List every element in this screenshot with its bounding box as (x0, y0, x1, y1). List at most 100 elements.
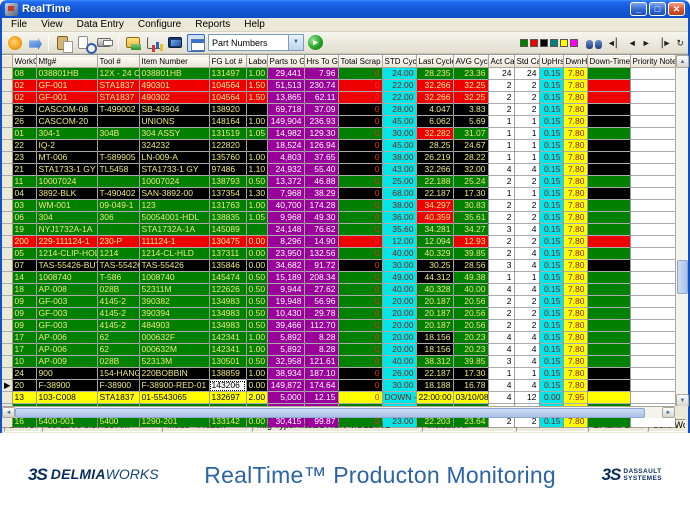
cell-downtime[interactable] (587, 127, 631, 140)
cell-std[interactable]: 68.00 (382, 187, 417, 200)
cell-down[interactable]: 7.95 (563, 391, 588, 404)
row-indicator[interactable] (2, 271, 13, 284)
cell-hrs[interactable]: 230.74 (304, 79, 339, 92)
column-header-item[interactable]: Item Number (139, 55, 210, 68)
clipboard-icon[interactable] (57, 35, 73, 53)
cell-scrap[interactable]: 0 (338, 355, 383, 368)
grid-row[interactable]: 13 103-C008 STA1837 01-5543065 132697 2.00 5,0… (2, 391, 676, 404)
cell-priority[interactable] (630, 247, 676, 260)
cell-parts[interactable]: 29,441 (267, 67, 305, 80)
cell-scrap[interactable]: 0 (338, 319, 383, 332)
cell-parts[interactable]: 32,958 (267, 355, 305, 368)
column-header-workc[interactable]: WorkC (12, 55, 37, 68)
cell-parts[interactable]: 19,948 (267, 295, 305, 308)
cell-stdcav[interactable]: 4 (514, 331, 540, 344)
cell-fglot[interactable]: 143206 (209, 379, 247, 392)
cell-hrs[interactable]: 46.88 (304, 175, 339, 188)
cell-downtime[interactable] (587, 67, 631, 80)
cell-workc[interactable]: 13 (12, 391, 37, 404)
cell-avg[interactable]: 28.56 (453, 259, 489, 272)
cell-stdcav[interactable]: 4 (514, 259, 540, 272)
cell-down[interactable]: 7.80 (563, 187, 588, 200)
cell-priority[interactable] (630, 223, 676, 236)
cell-downtime[interactable] (587, 355, 631, 368)
grid-row[interactable]: 09 GF-003 4145-2 390394 134983 0.50 10,430 29.7… (2, 307, 676, 320)
cell-priority[interactable] (630, 271, 676, 284)
cell-item[interactable]: 1214-CL-HLD (139, 247, 210, 260)
cell-workc[interactable]: 11 (12, 175, 37, 188)
cell-down[interactable]: 7.80 (563, 331, 588, 344)
cell-fglot[interactable]: 104564 (209, 91, 247, 104)
cell-act[interactable]: 2 (488, 211, 515, 224)
cell-last[interactable]: 20.187 (416, 307, 454, 320)
cell-item[interactable]: 1290-201 (139, 415, 210, 428)
menu-item-configure[interactable]: Configure (137, 18, 182, 30)
cell-scrap[interactable]: 0 (338, 295, 383, 308)
cell-item[interactable]: LN-009-A (139, 151, 210, 164)
cell-tool[interactable]: 1214 (97, 247, 140, 260)
row-indicator[interactable] (2, 127, 13, 140)
cell-std[interactable]: DOWN - (382, 391, 417, 404)
row-indicator[interactable] (2, 115, 13, 128)
cell-downtime[interactable] (587, 259, 631, 272)
cell-std[interactable]: 20.00 (382, 331, 417, 344)
cell-hrs[interactable]: 12.15 (304, 391, 339, 404)
cell-labor[interactable] (246, 103, 268, 116)
cell-hrs[interactable]: 37.65 (304, 151, 339, 164)
monitor-view-icon[interactable] (168, 37, 182, 48)
grid-row[interactable]: 25 CASCOM-08 T-499002 SB-43904 138920 69,718 3… (2, 103, 676, 116)
cell-mfg[interactable]: 1008740 (36, 271, 98, 284)
cell-avg[interactable]: 23.36 (453, 67, 489, 80)
cell-priority[interactable] (630, 115, 676, 128)
nav-first-icon[interactable]: ◄▏ (606, 37, 623, 48)
grid-row[interactable]: 10 AP-009 028B 52313M 130501 0.50 32,958 121.61… (2, 355, 676, 368)
cell-std[interactable]: 30.00 (382, 259, 417, 272)
cell-labor[interactable]: 0.50 (246, 355, 268, 368)
cell-scrap[interactable]: 0 (338, 91, 383, 104)
cell-item[interactable]: 111124-1 (139, 235, 210, 248)
cell-stdcav[interactable]: 4 (514, 163, 540, 176)
cell-down[interactable]: 7.80 (563, 91, 588, 104)
cell-downtime[interactable] (587, 211, 631, 224)
cell-act[interactable]: 4 (488, 391, 515, 404)
cell-parts[interactable]: 39,466 (267, 319, 305, 332)
cell-workc[interactable]: 06 (12, 211, 37, 224)
column-header-fglot[interactable]: FG Lot # (209, 55, 247, 68)
cell-tool[interactable]: 4145-2 (97, 307, 140, 320)
cell-item[interactable]: 490301 (139, 79, 210, 92)
cell-tool[interactable]: 4145-2 (97, 319, 140, 332)
cell-parts[interactable]: 40,700 (267, 199, 305, 212)
cell-std[interactable]: 20.00 (382, 343, 417, 356)
grid-row[interactable]: 04 3892-BLK T-490402 SAN-3892-00 137354 1.30 7… (2, 187, 676, 200)
cell-mfg[interactable]: GF-003 (36, 295, 98, 308)
column-header-act[interactable]: Act Cav (488, 55, 515, 68)
cell-mfg[interactable]: AP-009 (36, 355, 98, 368)
cell-last[interactable]: 18.188 (416, 379, 454, 392)
cell-item[interactable]: 038801HB (139, 67, 210, 80)
cell-priority[interactable] (630, 139, 676, 152)
cell-labor[interactable] (246, 139, 268, 152)
cell-labor[interactable]: 0.00 (246, 247, 268, 260)
vertical-scrollbar[interactable]: ▲ ▼ (675, 55, 689, 407)
cell-fglot[interactable]: 138835 (209, 211, 247, 224)
cell-mfg[interactable]: NYJ1732A-1A (36, 223, 98, 236)
cell-labor[interactable] (246, 223, 268, 236)
cell-up[interactable]: 0.15 (539, 307, 564, 320)
cell-tool[interactable]: 62 (97, 331, 140, 344)
cell-stdcav[interactable]: 2 (514, 295, 540, 308)
cell-std[interactable]: 23.00 (382, 415, 417, 428)
vertical-scroll-thumb[interactable] (677, 260, 688, 294)
cell-scrap[interactable]: 0 (338, 163, 383, 176)
cell-item[interactable]: 304 ASSY (139, 127, 210, 140)
cell-avg[interactable]: 32.00 (453, 163, 489, 176)
cell-parts[interactable]: 34,682 (267, 259, 305, 272)
cell-tool[interactable]: T-586 (97, 271, 140, 284)
close-button[interactable]: ✕ (668, 2, 685, 16)
cell-fglot[interactable]: 130501 (209, 355, 247, 368)
cell-workc[interactable]: 10 (12, 355, 37, 368)
cell-labor[interactable]: 1.00 (246, 115, 268, 128)
cell-scrap[interactable]: 0 (338, 271, 383, 284)
grid-row[interactable]: 24900154-HANGER220BOBBIN1388591.0038,934… (2, 367, 676, 380)
row-indicator[interactable] (2, 343, 13, 356)
cell-mfg[interactable]: 304 (36, 211, 98, 224)
